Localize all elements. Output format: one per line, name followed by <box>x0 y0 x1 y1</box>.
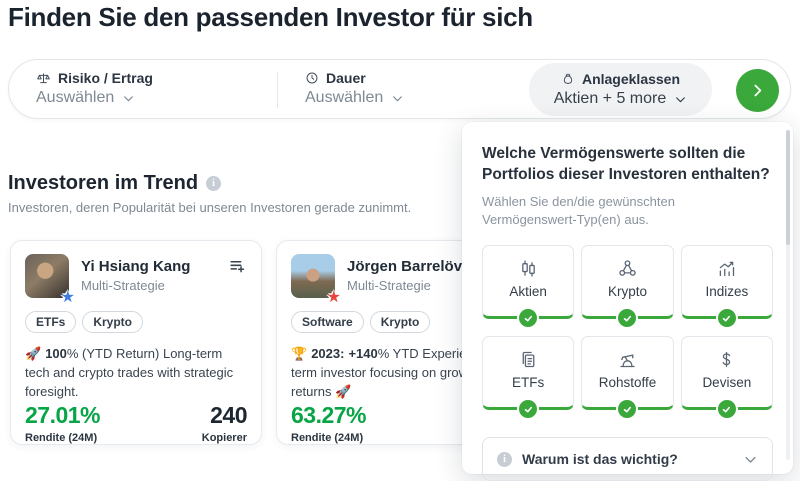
asset-option-rohstoffe[interactable]: Rohstoffe <box>581 336 674 421</box>
investor-strategy: Multi-Strategie <box>81 278 165 293</box>
chevron-down-icon <box>743 452 758 467</box>
panel-scrollbar[interactable] <box>786 130 790 460</box>
return-label: Rendite (24M) <box>291 431 364 444</box>
chevron-down-icon <box>391 92 404 105</box>
filter-risk-return[interactable]: Risiko / Ertrag Auswählen <box>36 70 153 107</box>
asset-tag[interactable]: Krypto <box>369 311 431 333</box>
asset-option-label: Indizes <box>705 284 749 300</box>
info-icon[interactable]: i <box>206 176 222 191</box>
investor-strategy: Multi-Strategie <box>347 278 431 293</box>
add-to-watchlist-icon <box>228 257 247 276</box>
asset-type-grid: Aktien Krypto Indizes <box>482 245 773 421</box>
copiers-value: 240 <box>210 401 247 428</box>
why-important-label: Warum ist das wichtig? <box>522 451 678 468</box>
selected-check-icon <box>517 307 540 330</box>
oil-pump-icon <box>617 349 638 370</box>
chevron-down-icon <box>122 92 135 105</box>
avatar: ★ <box>291 254 341 306</box>
asset-tag[interactable]: Krypto <box>82 311 144 333</box>
panel-scrollbar-thumb[interactable] <box>786 130 790 245</box>
asset-option-label: Rohstoffe <box>598 375 657 391</box>
dollar-icon <box>716 349 737 370</box>
search-submit-button[interactable] <box>736 69 779 112</box>
filter-duration-value: Auswählen <box>305 89 384 106</box>
avatar: ★ <box>25 254 75 306</box>
clock-icon <box>305 71 319 85</box>
selected-check-icon <box>616 398 639 421</box>
filter-duration[interactable]: Dauer Auswählen <box>305 70 404 107</box>
asset-option-aktien[interactable]: Aktien <box>482 245 575 330</box>
money-bag-icon <box>561 72 575 86</box>
filter-risk-value: Auswählen <box>36 89 115 106</box>
selected-check-icon <box>715 398 738 421</box>
filter-risk-label: Risiko / Ertrag <box>58 70 153 86</box>
copiers-label: Kopierer <box>201 431 247 444</box>
popular-investor-star-badge: ★ <box>326 289 341 306</box>
investor-card[interactable]: ★ Yi Hsiang Kang Multi-Strategie ETFs Kr… <box>10 240 262 445</box>
asset-option-etfs[interactable]: ETFs <box>482 336 575 421</box>
filter-asset-classes-label: Anlageklassen <box>581 71 681 87</box>
index-chart-icon <box>716 258 737 279</box>
filter-duration-label: Dauer <box>326 70 366 86</box>
return-value: 27.01% <box>25 401 101 428</box>
asset-option-label: Krypto <box>607 284 647 300</box>
scale-icon <box>36 71 51 86</box>
section-title-trending: Investoren im Trend <box>8 172 199 194</box>
asset-option-indizes[interactable]: Indizes <box>680 245 773 330</box>
chevron-right-icon <box>749 82 766 99</box>
return-value: 63.27% <box>291 401 367 428</box>
investor-description: 🚀 100% (YTD Return) Long-term tech and cr… <box>25 346 234 399</box>
asset-option-label: Devisen <box>702 375 752 391</box>
filter-asset-classes-value: Aktien + 5 more <box>553 90 667 107</box>
asset-class-dropdown-panel: Welche Vermögenswerte sollten die Portfo… <box>462 122 793 481</box>
asset-tag[interactable]: ETFs <box>25 311 77 333</box>
filter-asset-classes[interactable]: Anlageklassen Aktien + 5 more <box>529 63 712 116</box>
selected-check-icon <box>715 307 738 330</box>
add-to-watchlist-button[interactable] <box>228 257 247 276</box>
filter-bar: Risiko / Ertrag Auswählen Dauer Auswähle… <box>8 59 791 119</box>
page-title: Finden Sie den passenden Investor für si… <box>8 2 533 32</box>
info-icon: i <box>497 451 512 467</box>
panel-subtitle: Wählen Sie den/die gewünschten Vermögens… <box>482 193 675 228</box>
asset-tag[interactable]: Software <box>291 311 364 333</box>
why-important-accordion[interactable]: i Warum ist das wichtig? <box>482 437 773 481</box>
selected-check-icon <box>517 398 540 421</box>
candlestick-icon <box>518 258 539 279</box>
asset-option-krypto[interactable]: Krypto <box>581 245 674 330</box>
investor-name[interactable]: Yi Hsiang Kang <box>81 258 191 275</box>
return-label: Rendite (24M) <box>25 431 98 444</box>
blockchain-icon <box>617 258 638 279</box>
asset-option-label: Aktien <box>509 284 547 300</box>
asset-option-label: ETFs <box>512 375 545 391</box>
panel-title: Welche Vermögenswerte sollten die Portfo… <box>482 145 770 183</box>
rocket-emoji: 🚀 <box>25 346 42 361</box>
investor-name[interactable]: Jörgen Barrelöv <box>347 258 463 275</box>
trophy-emoji: 🏆 <box>291 346 308 361</box>
selected-check-icon <box>616 307 639 330</box>
chevron-down-icon <box>674 93 687 106</box>
popular-investor-star-badge: ★ <box>60 289 75 306</box>
section-subtitle-trending: Investoren, deren Popularität bei unsere… <box>8 200 412 215</box>
asset-option-devisen[interactable]: Devisen <box>680 336 773 421</box>
documents-icon <box>518 349 539 370</box>
filter-divider <box>277 72 278 108</box>
